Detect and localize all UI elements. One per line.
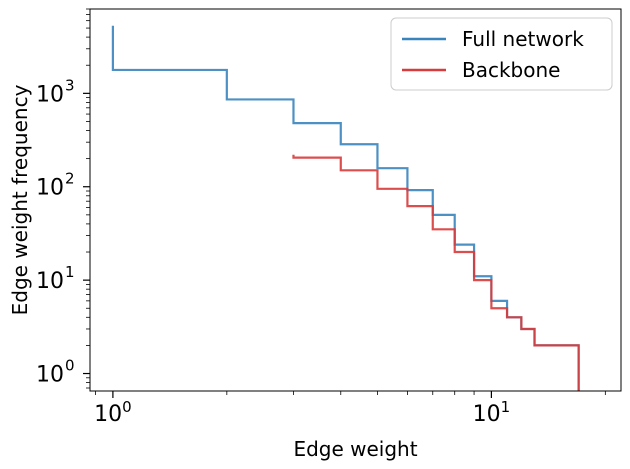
legend: Full network Backbone bbox=[390, 17, 613, 91]
y-tick-label-exponent: 2 bbox=[65, 170, 75, 188]
x-tick-label: 100 bbox=[94, 398, 132, 427]
x-tick-label: 101 bbox=[473, 398, 511, 427]
series-line-backbone bbox=[292, 154, 580, 391]
y-tick-label: 10 bbox=[36, 269, 64, 294]
y-tick-label: 10 bbox=[36, 176, 64, 201]
legend-box bbox=[390, 17, 613, 91]
x-axis-label: Edge weight bbox=[293, 437, 417, 461]
y-tick-label-exponent: 1 bbox=[65, 263, 75, 281]
plot-frame bbox=[89, 8, 622, 392]
tick-layer bbox=[83, 8, 606, 398]
legend-label-backbone: Backbone bbox=[462, 58, 560, 82]
y-tick-label-exponent: 3 bbox=[65, 76, 75, 94]
y-tick-label: 10 bbox=[36, 363, 64, 388]
y-tick-label: 10 bbox=[36, 82, 64, 107]
legend-label-full-network: Full network bbox=[462, 27, 584, 51]
series-layer bbox=[111, 25, 580, 391]
y-tick-label-exponent: 0 bbox=[65, 357, 75, 375]
y-axis-label: Edge weight frequency bbox=[8, 84, 32, 315]
